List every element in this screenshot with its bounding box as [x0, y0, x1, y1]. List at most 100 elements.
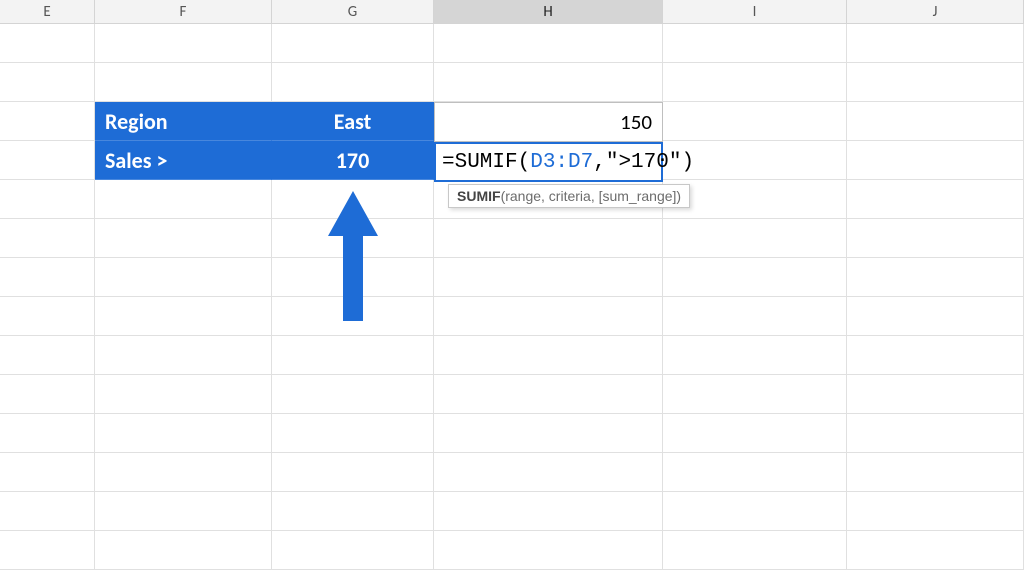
cell[interactable]	[0, 453, 95, 492]
cell[interactable]	[95, 375, 272, 414]
cell[interactable]	[663, 63, 847, 102]
cell[interactable]	[663, 453, 847, 492]
cell[interactable]	[434, 336, 663, 375]
cell[interactable]	[847, 492, 1024, 531]
cell[interactable]	[95, 453, 272, 492]
grid-row	[0, 336, 1024, 375]
tooltip-fn: SUMIF	[457, 188, 501, 204]
cell[interactable]	[434, 375, 663, 414]
formula-edit-cell[interactable]: =SUMIF(D3:D7,">170")	[434, 142, 663, 182]
cell[interactable]	[847, 531, 1024, 570]
cell[interactable]	[663, 180, 847, 219]
grid-row	[0, 219, 1024, 258]
sales-value-cell[interactable]: 170	[272, 141, 434, 180]
cell[interactable]	[0, 102, 95, 141]
cell[interactable]	[0, 492, 95, 531]
cell[interactable]	[847, 258, 1024, 297]
cell[interactable]	[434, 453, 663, 492]
cell[interactable]	[272, 531, 434, 570]
result-value: 150	[620, 109, 652, 135]
cell[interactable]	[847, 453, 1024, 492]
column-header-H[interactable]: H	[434, 0, 663, 23]
cell[interactable]	[847, 219, 1024, 258]
cell[interactable]	[272, 63, 434, 102]
pointer-arrow-icon	[328, 191, 378, 321]
cell[interactable]	[95, 297, 272, 336]
cell[interactable]	[847, 102, 1024, 141]
cell[interactable]	[847, 414, 1024, 453]
cell[interactable]	[434, 219, 663, 258]
cell[interactable]	[434, 258, 663, 297]
cell[interactable]	[434, 492, 663, 531]
cell[interactable]	[272, 414, 434, 453]
cell[interactable]	[0, 141, 95, 180]
region-label-cell[interactable]: Region	[95, 102, 272, 141]
grid-row	[0, 375, 1024, 414]
grid-row	[0, 63, 1024, 102]
cell[interactable]	[95, 24, 272, 63]
cell[interactable]	[0, 414, 95, 453]
cell[interactable]	[95, 414, 272, 453]
cell[interactable]	[847, 336, 1024, 375]
cell[interactable]	[663, 375, 847, 414]
cell[interactable]	[663, 219, 847, 258]
cell[interactable]	[272, 24, 434, 63]
cell[interactable]	[663, 24, 847, 63]
cell[interactable]	[0, 63, 95, 102]
column-header-row: EFGHIJ	[0, 0, 1024, 24]
sales-label-cell[interactable]: Sales >	[95, 141, 272, 180]
cell[interactable]	[95, 180, 272, 219]
cell[interactable]	[95, 492, 272, 531]
cell[interactable]	[95, 258, 272, 297]
spreadsheet-sheet: EFGHIJ RegionEastSales >170 150 =SUMIF(D…	[0, 0, 1024, 576]
cell[interactable]	[434, 297, 663, 336]
cell[interactable]	[847, 141, 1024, 180]
cell[interactable]	[663, 414, 847, 453]
cell[interactable]	[0, 531, 95, 570]
column-header-E[interactable]: E	[0, 0, 95, 23]
cell[interactable]	[663, 336, 847, 375]
cell[interactable]	[272, 336, 434, 375]
cell[interactable]	[272, 375, 434, 414]
grid-row	[0, 297, 1024, 336]
column-header-G[interactable]: G	[272, 0, 434, 23]
cell[interactable]	[847, 24, 1024, 63]
cell[interactable]	[0, 336, 95, 375]
cell[interactable]	[95, 219, 272, 258]
cell[interactable]	[434, 24, 663, 63]
cell[interactable]	[434, 531, 663, 570]
cell[interactable]	[0, 297, 95, 336]
cell[interactable]	[434, 414, 663, 453]
cell[interactable]	[663, 297, 847, 336]
cell[interactable]	[847, 297, 1024, 336]
cell[interactable]	[95, 63, 272, 102]
tooltip-sig: (range, criteria, [sum_range])	[501, 188, 682, 204]
cell[interactable]	[847, 375, 1024, 414]
grid-row	[0, 453, 1024, 492]
region-value-cell[interactable]: East	[272, 102, 434, 141]
cell[interactable]	[847, 180, 1024, 219]
grid-row	[0, 492, 1024, 531]
grid-row	[0, 24, 1024, 63]
cell[interactable]	[272, 492, 434, 531]
formula-rest: ,">170")	[593, 151, 694, 174]
cell[interactable]	[663, 531, 847, 570]
cell[interactable]	[95, 531, 272, 570]
grid-row	[0, 258, 1024, 297]
cell[interactable]	[0, 258, 95, 297]
cell[interactable]	[434, 63, 663, 102]
cell[interactable]	[847, 63, 1024, 102]
result-cell[interactable]: 150	[434, 102, 663, 142]
cell[interactable]	[0, 219, 95, 258]
cell[interactable]	[95, 336, 272, 375]
column-header-J[interactable]: J	[847, 0, 1024, 23]
cell[interactable]	[0, 375, 95, 414]
column-header-F[interactable]: F	[95, 0, 272, 23]
column-header-I[interactable]: I	[663, 0, 847, 23]
cell[interactable]	[0, 24, 95, 63]
cell[interactable]	[663, 102, 847, 141]
cell[interactable]	[663, 492, 847, 531]
cell[interactable]	[272, 453, 434, 492]
cell[interactable]	[0, 180, 95, 219]
cell[interactable]	[663, 258, 847, 297]
